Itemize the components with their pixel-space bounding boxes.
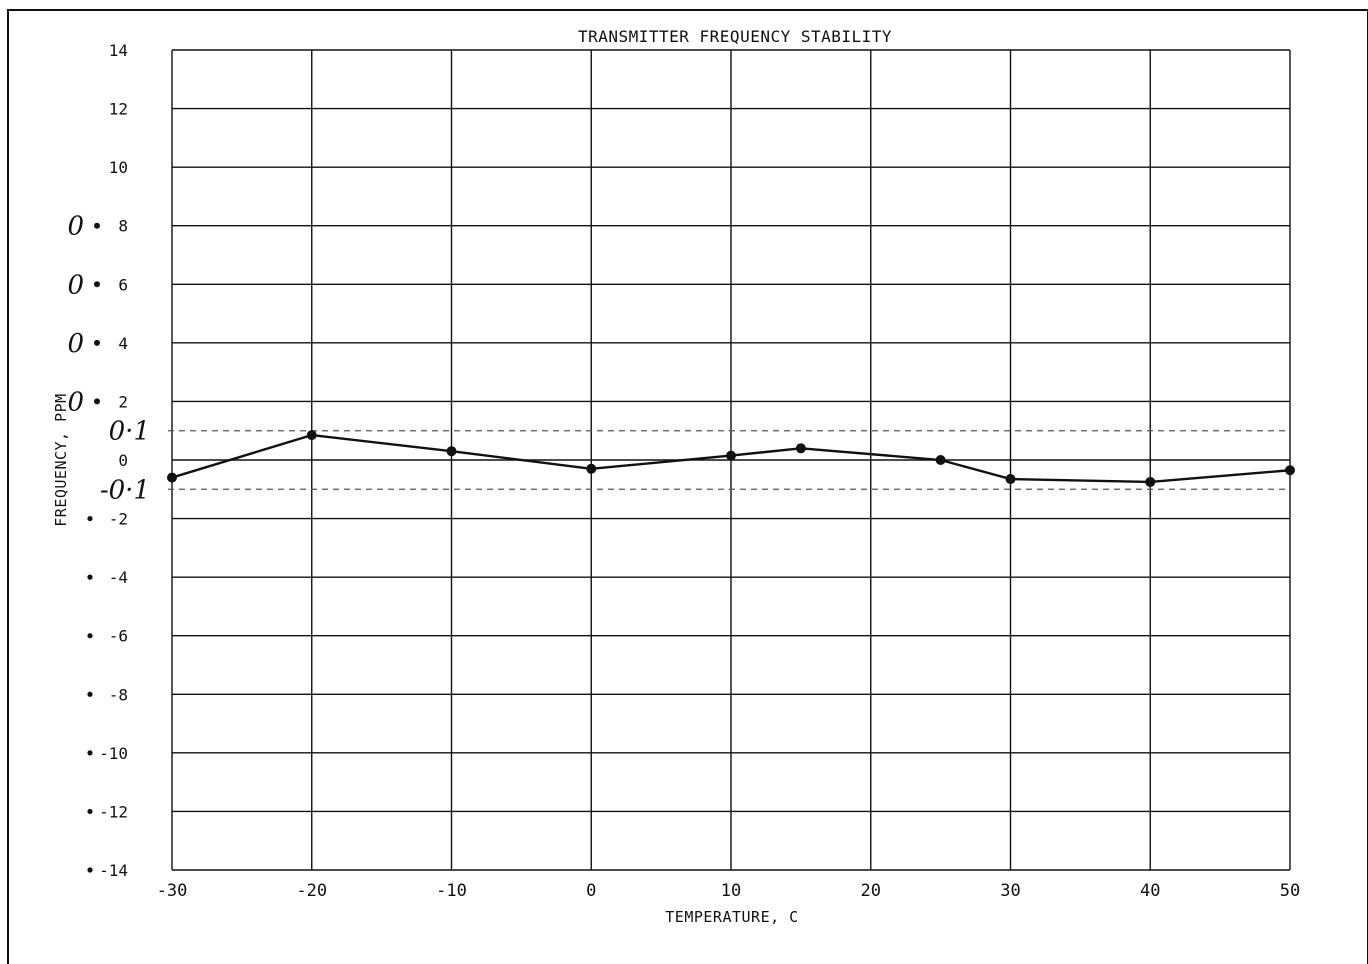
data-point [1285, 465, 1295, 476]
y-tick-label: -4 [109, 568, 128, 587]
annotation-dot [87, 867, 93, 873]
y-tick-label: 14 [109, 41, 128, 60]
data-point [935, 455, 946, 465]
data-point [1005, 474, 1016, 485]
handwritten-note: 0 [67, 387, 84, 417]
x-tick-label: 40 [1140, 881, 1160, 901]
x-axis-label: TEMPERATURE, C [665, 908, 798, 926]
chart-title: TRANSMITTER FREQUENCY STABILITY [578, 27, 892, 46]
handwritten-note: -0·1 [100, 475, 150, 505]
annotation-dot [87, 691, 93, 697]
x-tick-label: -30 [157, 881, 188, 901]
x-tick-label: -20 [296, 881, 327, 901]
annotation-dot [94, 398, 100, 405]
y-tick-label: 4 [118, 334, 128, 353]
handwritten-note: 0 [67, 270, 84, 300]
y-tick-labels: 14 12 10 8 6 4 2 0 -2 -4 -6 -8 -10 -12 -14 [99, 41, 128, 880]
y-tick-label: 2 [118, 392, 128, 411]
y-axis-label: FREQUENCY, PPM [52, 393, 70, 526]
annotation-dot [94, 281, 100, 288]
x-tick-labels: -30 -20 -10 0 10 20 30 40 50 [157, 881, 1301, 901]
y-tick-label: -6 [109, 627, 128, 646]
data-point [726, 450, 736, 461]
annotation-dot [87, 750, 93, 756]
x-tick-label: 50 [1280, 881, 1300, 901]
page-border [7, 9, 1368, 964]
data-point [1145, 476, 1156, 487]
handwritten-note: 0·1 [109, 417, 150, 447]
annotation-dot [87, 515, 93, 522]
data-point [306, 430, 317, 441]
y-tick-label: 8 [118, 217, 128, 236]
handwritten-note: 0 [67, 329, 84, 359]
handwritten-annotations: 0 0 0 0 0·1 -0·1 [67, 212, 150, 873]
x-tick-label: 30 [1000, 881, 1020, 901]
data-point [446, 446, 457, 457]
x-tick-label: 20 [861, 881, 881, 901]
grid [171, 49, 1291, 871]
y-tick-label: 0 [118, 451, 128, 470]
limit-lines [168, 430, 1290, 490]
x-tick-label: -10 [436, 881, 467, 901]
annotation-dot [87, 574, 93, 580]
annotation-dot [94, 339, 100, 346]
y-tick-label: -8 [109, 685, 128, 704]
y-tick-label: -10 [99, 744, 128, 763]
y-tick-label: -12 [99, 802, 128, 821]
x-tick-label: 0 [586, 881, 596, 901]
annotation-dot [87, 633, 93, 639]
y-tick-label: 10 [109, 158, 128, 177]
series [167, 430, 1295, 487]
y-tick-label: -14 [99, 861, 128, 880]
data-point [586, 463, 597, 474]
data-point [167, 472, 177, 483]
y-tick-label: 12 [109, 100, 128, 119]
y-tick-label: 6 [118, 275, 128, 294]
series-line [171, 433, 1291, 484]
handwritten-note: 0 [67, 212, 84, 242]
x-tick-label: 10 [721, 881, 741, 901]
annotation-dot [87, 808, 93, 815]
annotation-dot [94, 222, 100, 229]
data-point [795, 443, 806, 454]
y-tick-label: -2 [109, 510, 128, 529]
